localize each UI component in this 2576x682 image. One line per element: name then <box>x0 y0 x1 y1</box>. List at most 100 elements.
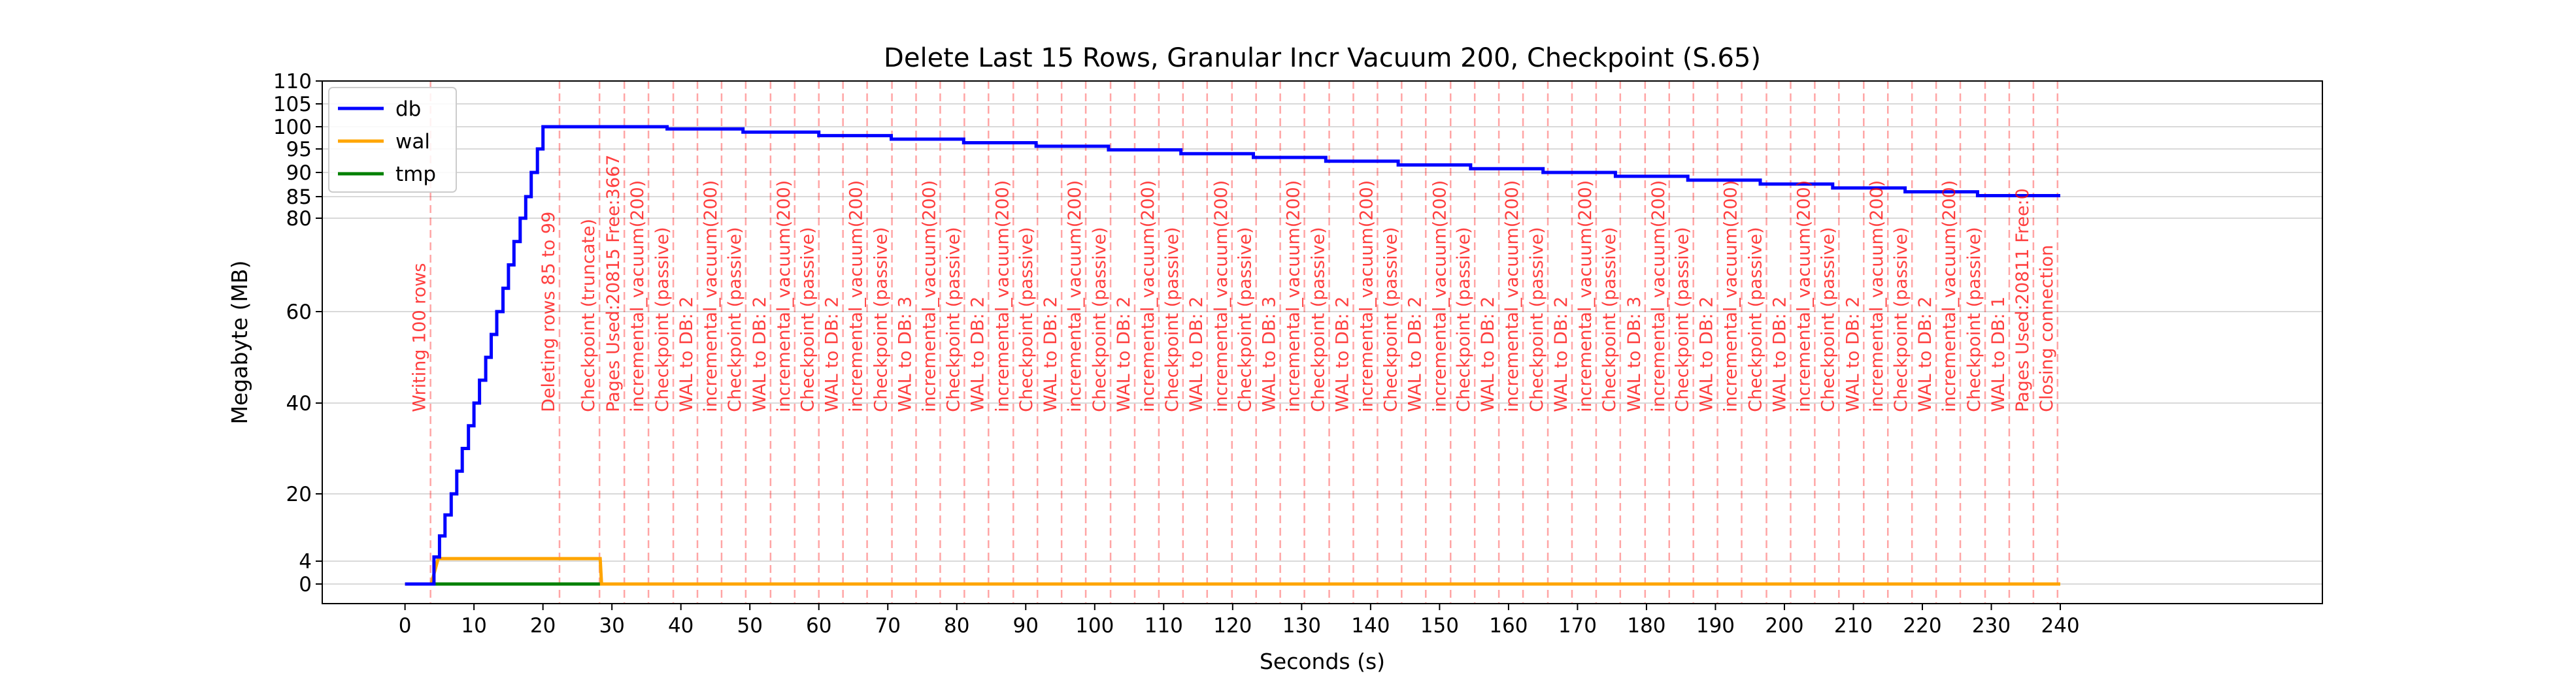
x-tick-label: 130 <box>1282 614 1321 638</box>
annotation-label: incremental_vacuum(200) <box>1721 180 1741 412</box>
annotation-label: incremental_vacuum(200) <box>1284 180 1304 412</box>
x-tick-label: 100 <box>1075 614 1114 638</box>
x-tick-label: 60 <box>806 614 831 638</box>
annotation-label: WAL to DB: 2 <box>1114 297 1134 412</box>
annotation-label: incremental_vacuum(200) <box>1867 180 1887 412</box>
annotation-label: incremental_vacuum(200) <box>774 180 794 412</box>
annotation-label: Checkpoint (passive) <box>1454 227 1474 412</box>
annotation-label: WAL to DB: 1 <box>1988 297 2009 412</box>
annotation-label: incremental_vacuum(200) <box>701 180 721 412</box>
x-tick-label: 140 <box>1351 614 1390 638</box>
annotation-label: incremental_vacuum(200) <box>1430 180 1450 412</box>
x-tick-label: 90 <box>1013 614 1039 638</box>
annotation-label: Checkpoint (passive) <box>1673 227 1693 412</box>
annotation-label: WAL to DB: 3 <box>1624 297 1645 412</box>
annotation-label: Checkpoint (passive) <box>1599 227 1620 412</box>
x-tick-label: 40 <box>668 614 694 638</box>
annotation-label: incremental_vacuum(200) <box>992 180 1012 412</box>
annotation-label: incremental_vacuum(200) <box>1065 180 1085 412</box>
y-tick-label: 0 <box>299 573 312 596</box>
legend-label-tmp: tmp <box>395 163 436 186</box>
legend-label-db: db <box>395 97 421 121</box>
x-tick-label: 50 <box>737 614 762 638</box>
annotation-labels: Writing 100 rows Deleting rows 85 to 99 Ch… <box>410 155 2057 412</box>
y-tick-label: 20 <box>286 483 312 506</box>
x-tick-label: 80 <box>944 614 969 638</box>
x-tick-label: 10 <box>461 614 486 638</box>
annotation-label: WAL to DB: 2 <box>1551 297 1571 412</box>
annotation-label: WAL to DB: 2 <box>1843 297 1863 412</box>
annotation-label: Checkpoint (passive) <box>1235 227 1256 412</box>
annotation-label: WAL to DB: 2 <box>1769 297 1790 412</box>
annotation-label: Pages Used:20815 Free:3667 <box>603 155 624 412</box>
annotation-label: WAL to DB: 2 <box>1041 297 1061 412</box>
annotation-label: incremental_vacuum(200) <box>919 180 939 412</box>
annotation-label: incremental_vacuum(200) <box>627 180 648 412</box>
annotation-label: WAL to DB: 2 <box>1186 297 1207 412</box>
annotation-label: Closing connection <box>2037 245 2057 412</box>
annotation-label: Checkpoint (passive) <box>1016 227 1037 412</box>
annotation-label: incremental_vacuum(200) <box>1939 180 1960 412</box>
annotation-label: Checkpoint (passive) <box>652 227 673 412</box>
annotation-label: Checkpoint (passive) <box>798 227 818 412</box>
annotation-label: Checkpoint (truncate) <box>578 219 599 412</box>
legend: db wal tmp <box>328 87 457 193</box>
annotation-lines <box>429 81 2059 604</box>
x-tick-label: 110 <box>1145 614 1183 638</box>
y-tick-label: 105 <box>273 93 312 116</box>
annotation-label: Checkpoint (passive) <box>1380 227 1401 412</box>
annotation-label: Writing 100 rows <box>410 263 430 412</box>
annotation-label: incremental_vacuum(200) <box>846 180 867 412</box>
annotation-label: incremental_vacuum(200) <box>1575 180 1596 412</box>
y-tick-label: 85 <box>286 186 312 209</box>
x-tick-label: 210 <box>1834 614 1873 638</box>
annotation-label: Checkpoint (passive) <box>1891 227 1911 412</box>
y-tick-label: 95 <box>286 138 312 161</box>
annotation-label: WAL to DB: 2 <box>1697 297 1717 412</box>
annotation-label: WAL to DB: 2 <box>1478 297 1498 412</box>
annotation-label: WAL to DB: 3 <box>895 297 916 412</box>
plot-frame <box>322 80 2323 604</box>
annotation-label: WAL to DB: 3 <box>1260 297 1280 412</box>
annotation-label: Deleting rows 85 to 99 <box>539 212 559 412</box>
annotation-label: Checkpoint (passive) <box>1964 227 1984 412</box>
annotation-label: Checkpoint (passive) <box>943 227 963 412</box>
x-tick-label: 150 <box>1420 614 1459 638</box>
annotation-label: Pages Used:20811 Free:0 <box>2013 188 2033 412</box>
annotation-label: Checkpoint (passive) <box>1818 227 1838 412</box>
annotation-label: incremental_vacuum(200) <box>1794 180 1814 412</box>
y-tick-label: 60 <box>286 300 312 324</box>
y-tick-label: 100 <box>273 116 312 139</box>
x-tick-label: 20 <box>530 614 556 638</box>
x-tick-label: 70 <box>875 614 901 638</box>
x-tick-label: 220 <box>1903 614 1941 638</box>
annotation-label: WAL to DB: 2 <box>1332 297 1352 412</box>
chart-title: Delete Last 15 Rows, Granular Incr Vacuu… <box>884 43 1761 73</box>
x-tick-label: 230 <box>1972 614 2011 638</box>
series-lines <box>405 125 2060 586</box>
x-axis-title: Seconds (s) <box>1260 649 1385 674</box>
x-tick-label: 200 <box>1765 614 1803 638</box>
x-tick-label: 180 <box>1627 614 1665 638</box>
annotation-label: incremental_vacuum(200) <box>1502 180 1522 412</box>
series-line-db <box>405 125 2060 586</box>
y-axis-title: Megabyte (MB) <box>227 260 252 424</box>
y-tick-label: 110 <box>273 70 312 93</box>
grid <box>322 80 2322 585</box>
annotation-label: Checkpoint (passive) <box>1527 227 1547 412</box>
annotation-label: WAL to DB: 2 <box>967 297 988 412</box>
legend-box <box>328 87 457 193</box>
annotation-label: WAL to DB: 2 <box>1405 297 1425 412</box>
annotation-label: incremental_vacuum(200) <box>1138 180 1158 412</box>
annotation-label: WAL to DB: 2 <box>750 297 770 412</box>
x-tick-label: 30 <box>599 614 624 638</box>
annotation-label: incremental_vacuum(200) <box>1211 180 1231 412</box>
x-tick-label: 170 <box>1558 614 1597 638</box>
y-tick-label: 4 <box>299 550 312 574</box>
annotation-label: WAL to DB: 2 <box>1915 297 1935 412</box>
annotation-label: Checkpoint (passive) <box>1162 227 1182 412</box>
legend-label-wal: wal <box>395 130 430 154</box>
annotation-label: incremental_vacuum(200) <box>1356 180 1377 412</box>
